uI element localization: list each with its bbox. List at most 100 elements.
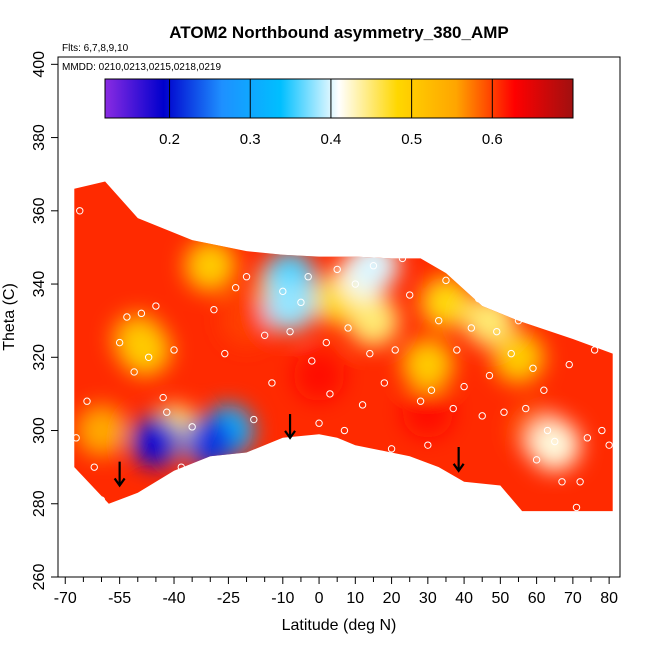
sample-point <box>427 386 436 394</box>
sample-point <box>529 364 537 372</box>
sample-point <box>304 273 312 281</box>
heatmap-patch <box>264 280 316 332</box>
x-tick-label: -25 <box>217 590 240 607</box>
y-tick-label: 360 <box>31 197 48 224</box>
x-tick-label: 50 <box>491 590 509 607</box>
sample-point <box>500 408 508 416</box>
tropopause-arrow <box>452 447 465 473</box>
sample-point <box>424 441 432 449</box>
sample-point <box>565 360 573 369</box>
sample-point <box>460 382 468 391</box>
heatmap-patch <box>119 324 171 376</box>
heatmap-patch <box>493 331 544 383</box>
sample-point <box>260 331 269 340</box>
sample-point <box>83 397 91 405</box>
x-tick-label: 0 <box>315 590 324 607</box>
sample-point <box>478 412 486 420</box>
sample-point <box>137 309 146 318</box>
sample-point <box>366 349 374 358</box>
sample-point <box>369 262 378 270</box>
sample-point <box>333 265 341 274</box>
sample-point <box>268 379 276 387</box>
heatmap-patch <box>348 295 399 347</box>
sample-point <box>558 478 566 486</box>
colorbar-tick-label: 0.5 <box>401 131 422 148</box>
sample-point <box>130 368 138 376</box>
chart-title: ATOM2 Northbound asymmetry_380_AMP <box>169 23 508 42</box>
sample-point <box>188 423 196 431</box>
colorbar-tick-label: 0.6 <box>482 131 503 148</box>
y-tick-label: 340 <box>31 271 48 298</box>
sample-point <box>551 437 559 446</box>
flights-annotation: Flts: 6,7,8,9,10 <box>62 43 129 54</box>
y-axis: 260 280 300 320 340 360 380 400 <box>31 51 58 590</box>
heatmap-patch <box>402 338 454 391</box>
sample-point <box>572 503 581 512</box>
sample-point <box>351 280 360 288</box>
sample-point <box>315 419 323 427</box>
sample-point <box>358 401 367 409</box>
x-tick-label: 20 <box>383 590 401 607</box>
sample-point <box>391 346 399 354</box>
sample-point <box>195 478 204 486</box>
sample-point <box>522 404 530 413</box>
sample-point <box>493 327 501 336</box>
sample-point <box>250 415 258 424</box>
tropopause-arrows <box>113 414 465 488</box>
sample-point <box>387 445 396 453</box>
tropopause-arrow <box>284 414 296 440</box>
tropopause-arrow <box>113 461 126 488</box>
x-tick-label: 40 <box>455 590 473 607</box>
x-tick-label: 30 <box>419 590 437 607</box>
colorbar-tick-label: 0.4 <box>321 131 342 148</box>
sample-point <box>72 434 80 442</box>
heatmap-patch <box>420 276 472 328</box>
sample-point <box>398 254 407 263</box>
sample-point <box>514 316 523 325</box>
dates-annotation: MMDD: 0210,0213,0215,0218,0219 <box>62 62 221 73</box>
sample-point <box>442 276 450 285</box>
y-tick-label: 260 <box>31 564 48 591</box>
sample-point <box>170 346 178 354</box>
y-tick-label: 320 <box>31 344 48 371</box>
heatmap-patch <box>130 415 182 468</box>
colorbar-swatch <box>104 78 574 119</box>
sample-point <box>177 463 185 471</box>
sample-point <box>474 294 483 303</box>
x-axis-label: Latitude (deg N) <box>282 617 397 634</box>
y-tick-label: 380 <box>31 124 48 151</box>
sample-point <box>163 408 171 416</box>
sample-point <box>279 287 287 296</box>
sample-point <box>159 393 167 402</box>
sample-point <box>406 291 414 299</box>
x-axis: -70 -55 -40 -25 -10 0 10 20 30 40 50 60 70 80 <box>54 577 618 607</box>
y-tick-label: 400 <box>31 51 48 78</box>
sample-point <box>453 346 461 354</box>
sample-point <box>76 207 84 215</box>
sample-point <box>540 386 548 394</box>
sample-point <box>297 298 305 307</box>
x-tick-label: -70 <box>54 590 77 607</box>
sample-point <box>380 379 389 387</box>
sample-point <box>590 346 599 354</box>
colorbar: 0.2 0.3 0.4 0.5 0.6 <box>104 78 574 148</box>
sample-point <box>308 357 316 365</box>
sample-point <box>322 338 331 347</box>
sample-point <box>416 397 425 405</box>
heatmap-patch <box>184 240 236 292</box>
sample-point <box>435 316 443 325</box>
sample-point <box>340 426 349 435</box>
sample-point <box>576 478 584 486</box>
y-tick-label: 280 <box>31 490 48 517</box>
heatmap-patch <box>221 295 272 347</box>
sample-point <box>152 302 160 310</box>
sample-point <box>543 426 552 435</box>
sample-point <box>507 349 515 358</box>
sample-point <box>90 463 98 471</box>
sample-point <box>598 426 606 435</box>
sample-point <box>210 305 218 314</box>
sample-point <box>485 371 494 380</box>
sample-point <box>242 273 251 281</box>
sample-point <box>326 390 334 398</box>
